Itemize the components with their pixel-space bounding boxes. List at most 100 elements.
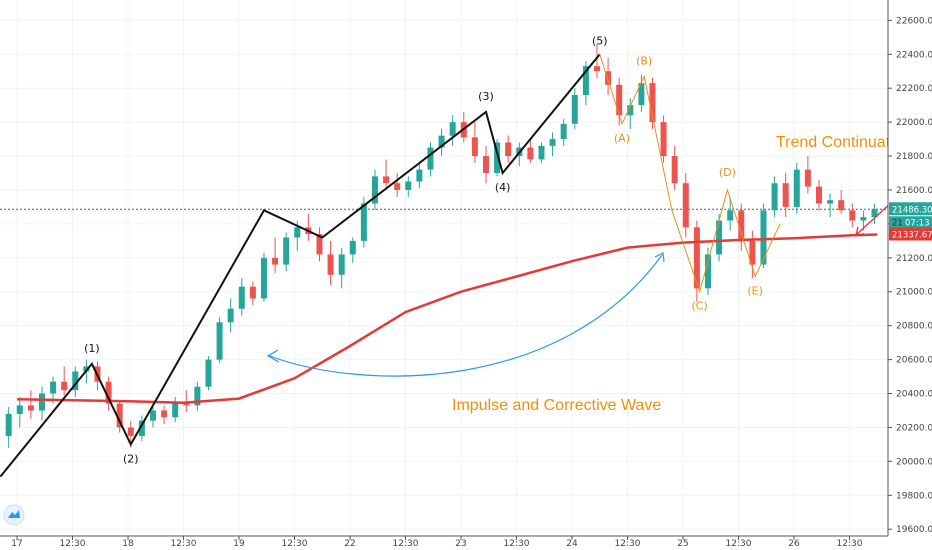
wave-label: (B) (636, 54, 652, 67)
candle-body (316, 234, 323, 255)
candle-body (172, 402, 179, 418)
candle-body (538, 145, 545, 160)
candle-body (616, 84, 623, 116)
candle-body (804, 169, 811, 187)
wave-label: (C) (692, 300, 708, 313)
time-axis[interactable]: 17 12:30 18 12:30 19 12:30 22 12:30 23 12:30 24 12:… (11, 536, 863, 549)
candle-body (716, 220, 723, 255)
wave-label: (A) (614, 132, 630, 145)
candle-body (449, 122, 456, 136)
corrective-wave-line (599, 54, 781, 294)
candle-body (283, 237, 290, 265)
candle-body (383, 176, 390, 184)
candle-body (849, 210, 856, 221)
candle-body (27, 405, 34, 411)
candle-body (760, 210, 767, 265)
time-tick-label: 12:30 (726, 539, 752, 549)
wave-label: (1) (84, 342, 100, 355)
candle-body (127, 427, 134, 436)
candle-body (815, 186, 822, 204)
countdown-tag (889, 216, 932, 229)
price-tick-label: 20200.00 (896, 423, 932, 433)
candles-layer (5, 44, 878, 448)
candle-body (505, 142, 512, 157)
candle-body (693, 227, 700, 289)
candle-body (638, 83, 645, 106)
wave-label: (E) (747, 284, 763, 297)
candle-body (294, 227, 301, 238)
time-tick-label: 12:30 (615, 539, 641, 549)
countdown-value: 07:13 (905, 218, 930, 228)
price-tick-label: 21000.00 (896, 288, 932, 298)
candle-body (105, 381, 112, 404)
candle-body (5, 413, 12, 436)
price-tick-label: 22600.00 (896, 16, 932, 26)
candle-body (494, 142, 501, 174)
candle-body (827, 200, 834, 204)
time-tick-label: 12:30 (393, 539, 419, 549)
candle-body (238, 286, 245, 309)
time-tick-label: 23 (455, 539, 466, 549)
candle-body (482, 156, 489, 174)
candle-body (272, 257, 279, 265)
price-tick-label: 21600.00 (896, 186, 932, 196)
candle-body (194, 386, 201, 406)
curved-arrow-head-left (266, 349, 280, 363)
time-tick-label: 22 (344, 539, 355, 549)
time-tick-label: 12:30 (60, 539, 86, 549)
candle-body (427, 147, 434, 170)
price-tick-label: 20400.00 (896, 390, 932, 400)
candle-body (560, 123, 567, 140)
candle-body (871, 209, 878, 218)
ma-price-value: 21337.67 (892, 230, 932, 240)
candle-body (405, 181, 412, 190)
candle-body (549, 139, 556, 146)
candle-body (260, 257, 267, 299)
time-tick-label: 26 (788, 539, 800, 549)
price-tick-label: 20600.00 (896, 356, 932, 366)
candle-body (593, 66, 600, 72)
candle-body (16, 405, 23, 414)
price-tick-label: 21800.00 (896, 152, 932, 162)
candle-body (438, 135, 445, 148)
wave-labels: (1) (2) (3) (4) (5) (A) (B) (C) (D) (E) (84, 34, 763, 465)
partial-price-label: 21 (892, 218, 903, 228)
candle-body (338, 254, 345, 275)
candle-body (371, 176, 378, 204)
price-tick-label: 19800.00 (896, 491, 932, 501)
wave-label: (D) (719, 166, 736, 179)
price-tick-label: 22400.00 (896, 50, 932, 60)
time-tick-label: 19 (233, 539, 245, 549)
time-tick-label: 24 (566, 539, 578, 549)
ma-price-tag (889, 227, 932, 241)
time-tick-label: 12:30 (837, 539, 863, 549)
price-tick-label: 21200.00 (896, 254, 932, 264)
candle-body (671, 156, 678, 184)
trend-arrow (855, 200, 894, 236)
curved-arrow-head-right (654, 252, 665, 263)
candle-body (327, 254, 334, 275)
candle-body (782, 183, 789, 207)
candle-body (161, 410, 168, 418)
candle-body (72, 371, 79, 391)
candle-body (649, 83, 656, 123)
trend-annotation: Trend Continuati (776, 134, 894, 151)
candle-body (205, 359, 212, 387)
price-axis-background (888, 0, 932, 550)
candle-body (571, 94, 578, 124)
candle-body (704, 254, 711, 289)
candle-body (605, 71, 612, 85)
price-axis[interactable]: 22600.00 22400.00 22200.00 22000.00 21800.00… (888, 16, 932, 535)
candle-body (660, 122, 667, 157)
price-tick-label: 19600.00 (896, 525, 932, 535)
candle-body (61, 381, 68, 391)
wave-label: (4) (495, 181, 511, 194)
candle-body (838, 200, 845, 211)
tradingview-logo-icon[interactable] (3, 504, 25, 526)
candle-body (749, 240, 756, 265)
candle-body (227, 308, 234, 323)
candle-body (527, 147, 534, 160)
candle-body (793, 169, 800, 207)
candle-body (116, 403, 123, 428)
